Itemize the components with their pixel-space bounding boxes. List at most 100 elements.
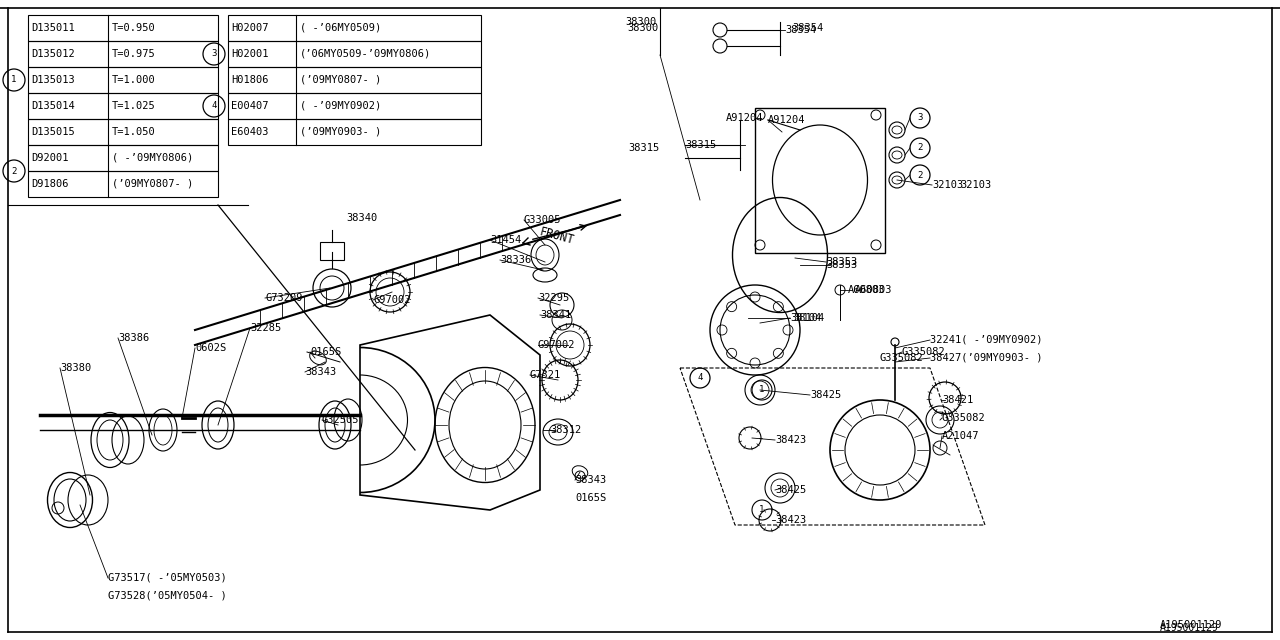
Text: H02007: H02007 [230,23,269,33]
Text: 38423: 38423 [774,435,806,445]
Text: 38421: 38421 [942,395,973,405]
Text: D135014: D135014 [31,101,74,111]
Text: G97002: G97002 [538,340,576,350]
Text: 32103: 32103 [960,180,991,190]
Text: G335082: G335082 [881,353,924,363]
Text: FRONT: FRONT [539,226,576,248]
Text: 38312: 38312 [550,425,581,435]
Text: 38343: 38343 [575,475,607,485]
Text: 38341: 38341 [540,310,571,320]
Text: 1: 1 [759,506,764,515]
Text: A60803: A60803 [855,285,892,295]
Text: T=1.000: T=1.000 [113,75,156,85]
Bar [28,171,218,197]
Bar [28,67,218,93]
Text: 38300: 38300 [625,17,657,27]
Text: 4: 4 [698,374,703,383]
Text: 2: 2 [918,170,923,179]
Text: 32285: 32285 [250,323,282,333]
Bar [28,41,218,67]
Text: 3: 3 [918,113,923,122]
Text: E00407: E00407 [230,101,269,111]
Text: H01806: H01806 [230,75,269,85]
Text: D91806: D91806 [31,179,69,189]
Bar [228,93,481,119]
Text: G33005: G33005 [524,215,562,225]
Text: 2: 2 [918,143,923,152]
Text: 38343: 38343 [305,367,337,377]
Text: A195001129: A195001129 [1160,620,1222,630]
Text: 38427(’09MY0903- ): 38427(’09MY0903- ) [931,353,1042,363]
Text: (’09MY0903- ): (’09MY0903- ) [300,127,381,137]
Text: (’09MY0807- ): (’09MY0807- ) [113,179,193,189]
Text: ( -’09MY0902): ( -’09MY0902) [300,101,381,111]
Text: (’06MY0509-’09MY0806): (’06MY0509-’09MY0806) [300,49,431,59]
Text: ( -’09MY0806): ( -’09MY0806) [113,153,193,163]
Text: 38300: 38300 [627,23,658,33]
Text: D135011: D135011 [31,23,74,33]
Bar [320,242,344,260]
Text: 38353: 38353 [826,260,858,270]
Text: A91204: A91204 [768,115,805,125]
Bar [28,145,218,171]
Bar [228,119,481,145]
Text: G7321: G7321 [530,370,561,380]
Bar [228,67,481,93]
Text: 38315: 38315 [685,140,717,150]
Text: 38425: 38425 [810,390,841,400]
Bar [755,108,884,253]
Text: 1: 1 [12,76,17,84]
Text: G32505: G32505 [323,415,360,425]
Text: G73517( -’05MY0503): G73517( -’05MY0503) [108,573,227,583]
Text: T=1.050: T=1.050 [113,127,156,137]
Text: D135012: D135012 [31,49,74,59]
Text: A60803: A60803 [849,285,886,295]
Text: G73209: G73209 [265,293,302,303]
Text: 31454: 31454 [490,235,521,245]
Text: 38386: 38386 [118,333,150,343]
Bar [28,93,218,119]
Text: 4: 4 [211,102,216,111]
Text: 32241( -’09MY0902): 32241( -’09MY0902) [931,335,1042,345]
Text: 0602S: 0602S [195,343,227,353]
Text: A195001129: A195001129 [1160,623,1219,633]
Text: 32295: 32295 [538,293,570,303]
Text: 38354: 38354 [785,25,817,35]
Text: G335082: G335082 [902,347,946,357]
Text: 32103: 32103 [932,180,964,190]
Text: ( -’06MY0509): ( -’06MY0509) [300,23,381,33]
Text: E60403: E60403 [230,127,269,137]
Text: 38353: 38353 [826,257,858,267]
Bar [28,119,218,145]
Text: 3: 3 [211,49,216,58]
Text: G97002: G97002 [372,295,411,305]
Text: 0165S: 0165S [575,493,607,503]
Text: A21047: A21047 [942,431,979,441]
Bar [28,15,218,41]
Text: 38425: 38425 [774,485,806,495]
Text: A91204: A91204 [726,113,763,123]
Text: 38340: 38340 [346,213,378,223]
Text: T=0.950: T=0.950 [113,23,156,33]
Text: G335082: G335082 [942,413,986,423]
Text: 2: 2 [12,166,17,175]
Text: H02001: H02001 [230,49,269,59]
Text: (’09MY0807- ): (’09MY0807- ) [300,75,381,85]
Text: 38380: 38380 [60,363,91,373]
Text: 1: 1 [759,385,764,394]
Text: 38354: 38354 [792,23,823,33]
Text: T=0.975: T=0.975 [113,49,156,59]
Text: 38315: 38315 [628,143,659,153]
Bar [228,15,481,41]
Text: 38104: 38104 [790,313,822,323]
Text: 0165S: 0165S [310,347,342,357]
Text: 38104: 38104 [794,313,824,323]
Text: T=1.025: T=1.025 [113,101,156,111]
Text: D135015: D135015 [31,127,74,137]
Text: 38423: 38423 [774,515,806,525]
Text: 38336: 38336 [500,255,531,265]
Text: D135013: D135013 [31,75,74,85]
Bar [228,41,481,67]
Text: D92001: D92001 [31,153,69,163]
Text: G73528(’05MY0504- ): G73528(’05MY0504- ) [108,591,227,601]
